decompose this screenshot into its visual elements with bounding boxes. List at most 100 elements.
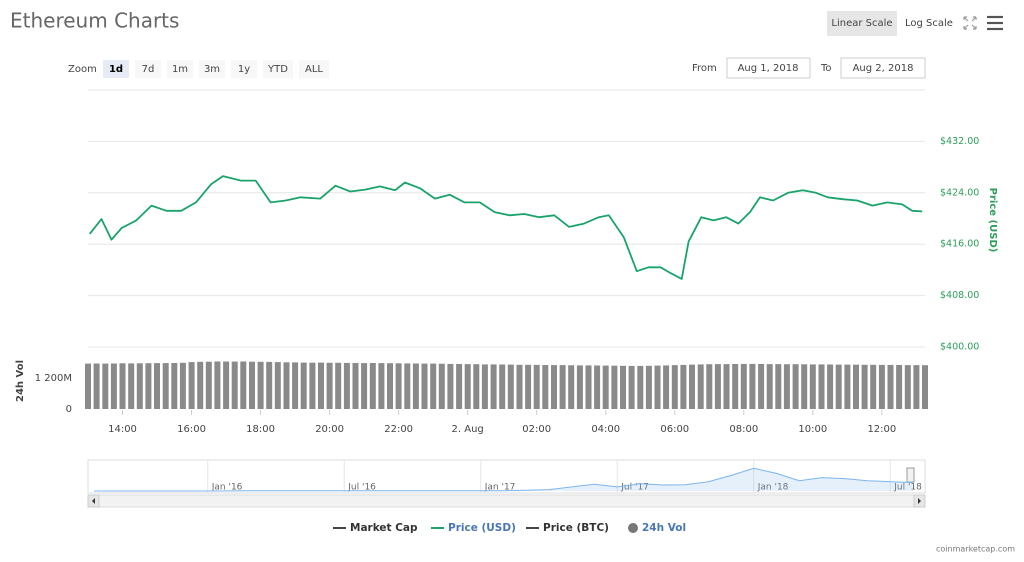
volume-bar	[585, 365, 592, 409]
volume-bar	[318, 362, 324, 409]
x-tick-label: 20:00	[315, 424, 344, 435]
y-tick-label: $408.00	[940, 290, 979, 301]
zoom-button[interactable]	[167, 60, 193, 78]
navigator-line	[94, 467, 914, 492]
volume-bar	[438, 363, 445, 409]
zoom-button-label[interactable]: 1m	[172, 64, 188, 75]
volume-bar	[430, 363, 437, 409]
volume-bar	[663, 365, 670, 409]
volume-bar	[266, 361, 273, 409]
volume-bar	[85, 363, 91, 409]
volume-bar	[542, 365, 549, 409]
volume-bar	[309, 362, 316, 409]
to-input[interactable]: Aug 2, 2018	[853, 63, 914, 74]
volume-bar	[689, 364, 695, 409]
legend-label[interactable]: 24h Vol	[642, 522, 686, 534]
zoom-button[interactable]	[199, 60, 225, 78]
volume-bar	[352, 363, 359, 409]
volume-bar	[481, 364, 488, 409]
volume-bar	[637, 365, 644, 409]
volume-bar	[818, 364, 825, 409]
volume-bar	[292, 362, 299, 409]
zoom-button-label[interactable]: 1d	[109, 64, 123, 75]
volume-bar	[499, 364, 506, 409]
x-tick-label: 04:00	[591, 424, 620, 435]
zoom-button[interactable]	[231, 60, 257, 78]
scroll-right-arrow	[918, 498, 921, 504]
from-input-box[interactable]	[726, 57, 811, 79]
volume-bar	[645, 365, 652, 409]
navigator-tick-label: Jul '18	[893, 483, 922, 493]
volume-bar	[490, 364, 497, 409]
menu-icon[interactable]	[987, 15, 1003, 31]
volume-bar	[620, 365, 626, 409]
volume-bar	[404, 363, 411, 409]
volume-bar	[732, 364, 739, 409]
y-tick-label: 1 200M	[35, 373, 72, 384]
from-input[interactable]: Aug 1, 2018	[738, 63, 799, 74]
zoom-button-label[interactable]: 1y	[238, 64, 250, 75]
x-tick-label: 14:00	[108, 424, 137, 435]
to-input-box[interactable]	[840, 57, 926, 79]
log-scale-label[interactable]: Log Scale	[905, 18, 953, 29]
zoom-button-label[interactable]: YTD	[267, 64, 288, 75]
zoom-button[interactable]	[135, 60, 161, 78]
volume-bar	[654, 365, 661, 409]
zoom-button[interactable]	[103, 60, 129, 78]
zoom-button[interactable]	[263, 60, 293, 78]
volume-bar	[602, 365, 609, 409]
volume-bar	[594, 365, 601, 409]
legend-symbol[interactable]	[628, 523, 638, 533]
volume-bar	[300, 362, 307, 409]
x-tick-label: 16:00	[177, 424, 206, 435]
zoom-button-label[interactable]: ALL	[305, 64, 323, 75]
x-tick-label: 18:00	[246, 424, 275, 435]
volume-bar	[369, 363, 376, 409]
volume-bar	[870, 364, 877, 409]
volume-bar	[611, 365, 618, 409]
scroll-left-arrow	[92, 498, 95, 504]
volume-bar	[844, 364, 851, 409]
price-line	[88, 175, 923, 280]
volume-bar	[145, 363, 152, 409]
legend-label[interactable]: Price (BTC)	[543, 522, 609, 534]
zoom-button-label[interactable]: 7d	[142, 64, 155, 75]
volume-bar	[783, 364, 790, 409]
zoom-buttons: 1d 7d 1m 3m 1y YTD ALL	[103, 60, 329, 78]
legend-label[interactable]: Market Cap	[350, 522, 418, 534]
y-tick-label: $400.00	[940, 342, 979, 353]
volume-bar	[214, 361, 221, 409]
volume-bar	[714, 364, 721, 409]
volume-bar	[723, 364, 730, 409]
linear-scale-button[interactable]	[827, 11, 897, 36]
navigator-scrollbar[interactable]	[87, 494, 926, 508]
navigator-tick-label: Jan '18	[757, 483, 789, 493]
y-tick-label: $416.00	[940, 239, 979, 250]
zoom-button-label[interactable]: 3m	[204, 64, 220, 75]
volume-bar	[136, 363, 143, 409]
volume-bar	[361, 363, 368, 409]
volume-bar	[913, 365, 920, 409]
volume-bar	[766, 364, 773, 409]
volume-bar	[343, 362, 350, 409]
volume-bar	[249, 361, 255, 409]
volume-bar	[240, 361, 247, 409]
legend: Market Cap Price (USD) Price (BTC) 24h Vol	[333, 522, 686, 534]
zoom-button[interactable]	[299, 60, 329, 78]
x-tick-label: 08:00	[729, 424, 758, 435]
volume-bar	[628, 365, 635, 409]
legend-label[interactable]: Price (USD)	[448, 522, 516, 534]
volume-bar	[922, 365, 928, 409]
volume-bar	[887, 364, 894, 409]
x-tick-label: 2. Aug	[452, 424, 484, 435]
fullscreen-icon[interactable]	[963, 16, 977, 30]
volume-bar	[171, 363, 178, 409]
volume-bar	[507, 364, 514, 409]
navigator-handle[interactable]	[906, 467, 915, 483]
volume-bar	[421, 363, 428, 409]
linear-scale-label[interactable]: Linear Scale	[831, 18, 892, 29]
navigator-tick-label: Jul '17	[620, 483, 649, 493]
volume-bar	[119, 363, 126, 409]
volume-bar	[809, 364, 816, 409]
volume-bar	[128, 363, 135, 409]
